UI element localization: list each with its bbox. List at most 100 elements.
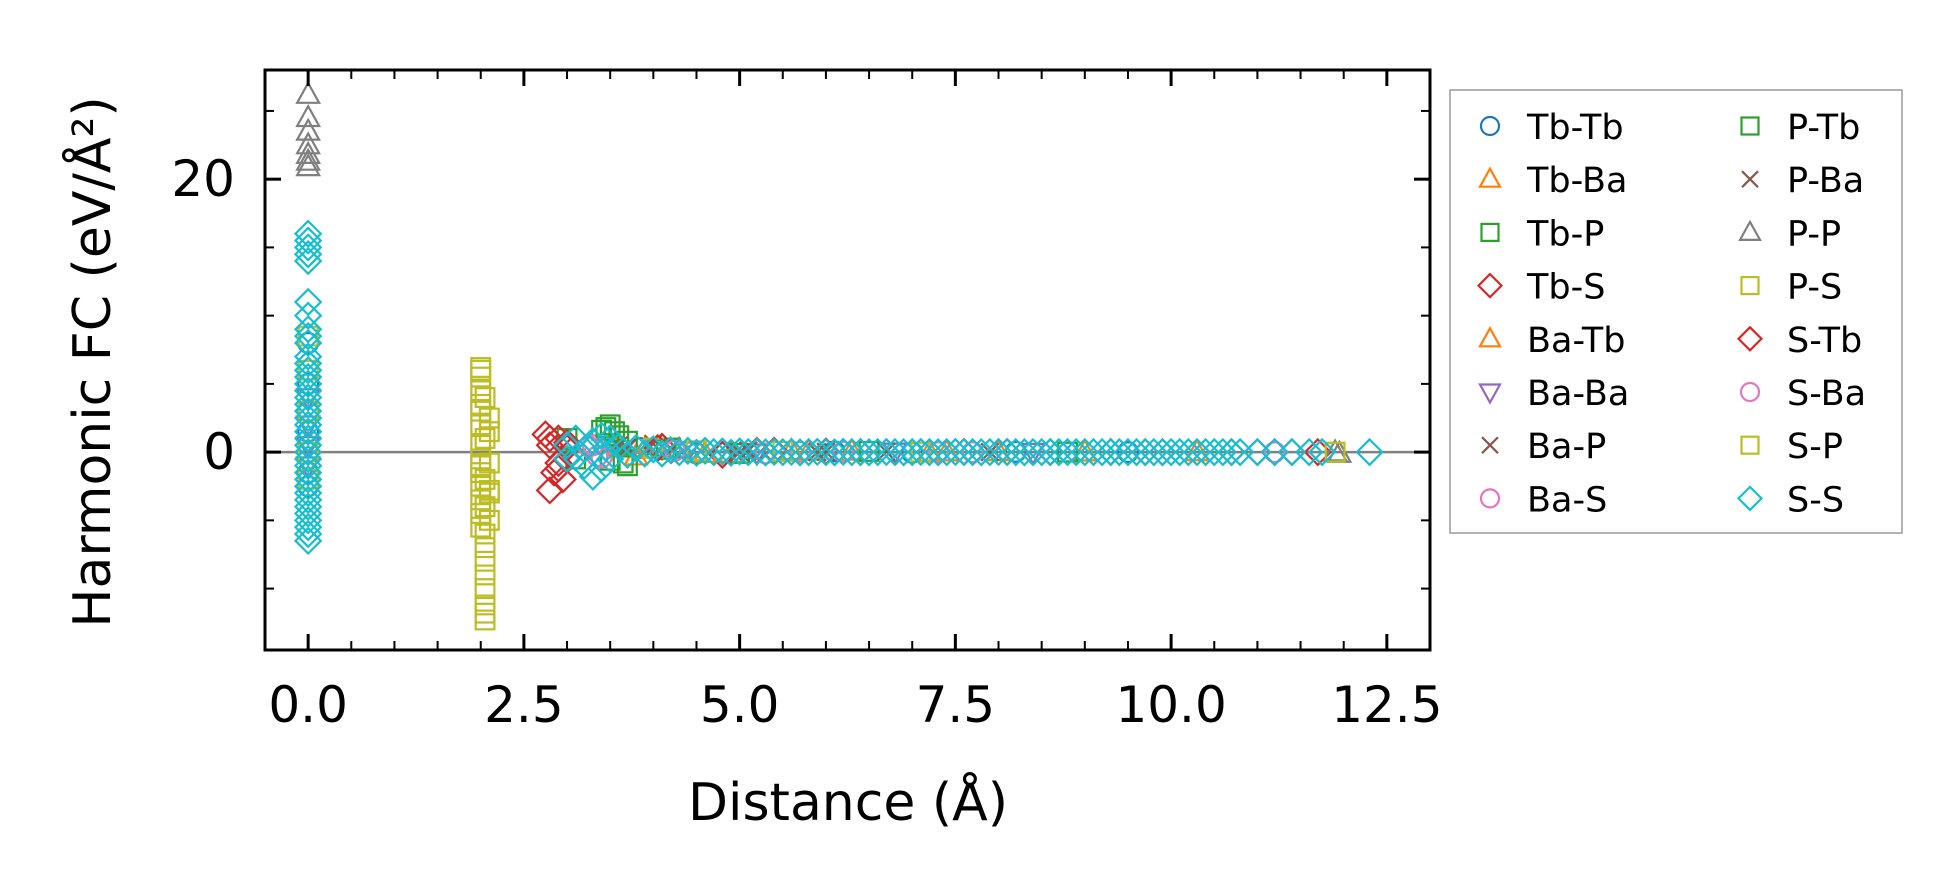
x-tick-label: 10.0: [1115, 676, 1226, 734]
data-point: [293, 424, 323, 453]
data-point: [474, 578, 496, 600]
data-point: [293, 465, 323, 494]
legend-label: P-Tb: [1787, 108, 1860, 148]
data-point: [293, 478, 323, 508]
data-point: [535, 424, 564, 453]
data-point: [293, 403, 323, 433]
data-point: [910, 441, 932, 463]
y-axis-label: Harmonic FC (eV/Å²): [61, 96, 123, 627]
data-point: [293, 390, 323, 419]
legend-marker: [1741, 170, 1759, 188]
data-point: [474, 550, 496, 572]
data-point: [474, 496, 496, 518]
data-markers: [293, 80, 1384, 631]
data-point: [552, 428, 582, 457]
data-point: [587, 421, 616, 450]
legend-marker: [1481, 436, 1499, 454]
data-point: [293, 376, 323, 405]
legend-label: Ba-Ba: [1527, 374, 1629, 414]
legend-marker: [1478, 326, 1502, 348]
data-point: [295, 103, 322, 128]
data-point: [570, 435, 599, 464]
x-tick-label: 2.5: [484, 676, 564, 734]
legend-marker: [1479, 488, 1501, 509]
legend-label: S-S: [1787, 480, 1844, 520]
data-point: [295, 147, 322, 171]
data-point: [293, 362, 323, 392]
data-point: [1307, 437, 1337, 467]
x-axis-label: Distance (Å): [688, 771, 1008, 833]
data-point: [544, 454, 573, 483]
data-point: [293, 431, 323, 460]
data-point: [470, 455, 492, 477]
data-point: [1324, 441, 1346, 463]
legend-marker: [1736, 325, 1764, 352]
data-point: [1116, 441, 1139, 464]
axes-frame: [263, 68, 1432, 652]
data-point: [293, 349, 323, 378]
data-point: [1217, 437, 1246, 467]
legend-label: Ba-S: [1527, 480, 1607, 520]
x-tick-label: 7.5: [916, 676, 996, 734]
legend-label: P-S: [1787, 268, 1842, 308]
data-point: [295, 153, 322, 177]
data-point: [927, 441, 950, 464]
data-point: [621, 433, 651, 463]
data-point: [587, 454, 616, 483]
legend-marker: [1738, 219, 1762, 241]
data-point: [474, 468, 496, 490]
legend-marker: [1478, 166, 1502, 188]
x-tick-label: 5.0: [700, 676, 780, 734]
axes: 0.0 2.5 5.0 7.5 10.0 12.5 0 20: [171, 68, 1443, 734]
data-point: [293, 485, 323, 515]
legend-label: P-Ba: [1787, 161, 1864, 201]
data-point: [293, 451, 323, 480]
legend-marker: [1476, 272, 1504, 299]
x-tick-label: 0.0: [268, 676, 348, 734]
y-tick-label: 0: [203, 423, 235, 481]
legend: Tb-Tb Tb-Ba Tb-P Tb-S Ba-Tb Ba-Ba Ba-P Ba-S P-Tb…: [1449, 89, 1903, 534]
legend-frame: [1449, 89, 1903, 534]
legend-marker: [1736, 485, 1764, 512]
data-point: [293, 458, 323, 487]
y-tick-label: 20: [171, 150, 235, 208]
data-point: [293, 321, 323, 351]
data-point: [295, 80, 322, 104]
data-point: [616, 455, 638, 477]
legend-label: Tb-S: [1526, 268, 1605, 308]
legend-marker: [1740, 435, 1760, 455]
data-point: [293, 499, 323, 528]
data-point: [1057, 441, 1079, 463]
data-point: [552, 431, 582, 460]
data-point: [1355, 437, 1384, 467]
data-point: [293, 287, 323, 317]
data-point: [789, 440, 812, 463]
data-point: [293, 219, 323, 248]
legend-marker: [1480, 222, 1500, 242]
data-point: [478, 479, 500, 501]
data-point: [474, 602, 496, 624]
data-point: [293, 506, 323, 535]
data-point: [961, 441, 984, 464]
data-point: [570, 451, 599, 480]
data-point: [293, 417, 323, 446]
data-point: [474, 387, 496, 408]
data-point: [293, 301, 323, 330]
data-point: [293, 383, 323, 412]
data-point: [591, 433, 621, 463]
legend-label: S-Tb: [1787, 321, 1862, 361]
data-point: [293, 233, 323, 262]
data-point: [293, 472, 323, 501]
data-point: [1294, 437, 1324, 467]
data-point: [838, 437, 865, 461]
legend-label: Ba-Tb: [1527, 321, 1625, 361]
x-tick-label: 12.5: [1331, 676, 1442, 734]
data-point: [474, 537, 496, 559]
legend-marker: [1739, 381, 1761, 403]
data-point: [293, 526, 323, 556]
data-point: [293, 396, 323, 426]
data-point: [470, 400, 492, 422]
data-point: [708, 440, 737, 470]
legend-label: Tb-P: [1526, 214, 1604, 254]
data-point: [470, 357, 492, 378]
